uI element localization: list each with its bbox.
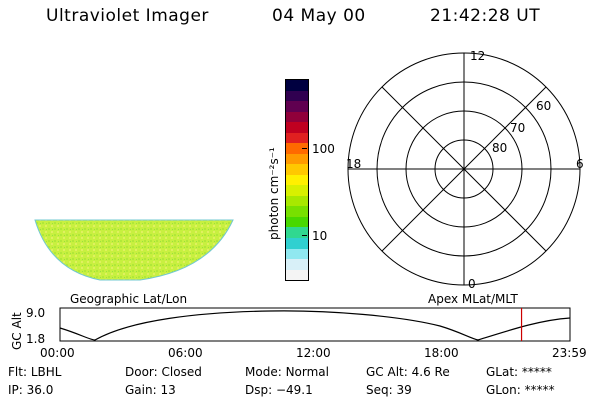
- colorbar-segment: [286, 237, 308, 249]
- time-label: 21:42:28 UT: [430, 6, 541, 26]
- time-tick-1800: 18:00: [424, 346, 459, 360]
- colorbar-segment: [286, 80, 308, 91]
- colorbar-segment: [286, 132, 308, 144]
- status-seq: Seq: 39: [366, 383, 412, 397]
- colorbar-segment: [286, 248, 308, 260]
- altitude-tick-high: 9.0: [26, 306, 45, 320]
- status-gc-alt: GC Alt: 4.6 Re: [366, 365, 450, 379]
- time-tick-1200: 12:00: [296, 346, 331, 360]
- colorbar-tickmark: [302, 235, 307, 236]
- time-tick-0000: 00:00: [40, 346, 75, 360]
- colorbar-segment: [286, 259, 308, 270]
- status-flt: Flt: LBHL: [8, 365, 62, 379]
- colorbar-segment: [286, 143, 308, 154]
- mlt-label-12: 12: [470, 49, 485, 63]
- mlt-label-18: 18: [346, 157, 361, 171]
- colorbar-tickmark: [302, 148, 307, 149]
- altitude-tick-low: 1.8: [26, 332, 45, 346]
- colorbar-segment: [286, 206, 308, 217]
- lat-label-80: 80: [492, 141, 507, 155]
- colorbar-segment: [286, 174, 308, 186]
- altitude-curve: [59, 310, 571, 341]
- colorbar-unit-label-wrap: photon cm⁻²s⁻¹: [267, 147, 281, 240]
- colorbar-segment: [286, 195, 308, 207]
- status-dsp: Dsp: −49.1: [245, 383, 313, 397]
- geographic-image: [34, 219, 234, 281]
- status-door: Door: Closed: [125, 365, 202, 379]
- earth-disk: [34, 219, 234, 281]
- date-label: 04 May 00: [272, 6, 366, 26]
- status-ip: IP: 36.0: [8, 383, 54, 397]
- colorbar-tick-10: 10: [312, 229, 328, 243]
- mlt-label-0: 0: [468, 277, 476, 291]
- colorbar-segment: [286, 101, 308, 112]
- colorbar-tick-100: 100: [312, 142, 335, 156]
- colorbar-segment: [286, 111, 308, 123]
- lat-label-70: 70: [510, 121, 525, 135]
- status-mode: Mode: Normal: [245, 365, 329, 379]
- lat-label-60: 60: [536, 99, 551, 113]
- instrument-title: Ultraviolet Imager: [46, 6, 209, 26]
- altitude-y-label: GC Alt: [10, 312, 24, 350]
- colorbar-unit-label: photon cm⁻²s⁻¹: [267, 147, 281, 240]
- colorbar-segment: [286, 227, 308, 238]
- time-tick-2359: 23:59: [552, 346, 587, 360]
- colorbar-segment: [286, 153, 308, 165]
- polar-label: Apex MLat/MLT: [428, 292, 518, 306]
- colorbar-segment: [286, 216, 308, 228]
- colorbar: [285, 79, 309, 281]
- colorbar-segment: [286, 269, 308, 281]
- status-glon: GLon: *****: [486, 383, 555, 397]
- time-tick-0600: 06:00: [168, 346, 203, 360]
- colorbar-segment: [286, 122, 308, 133]
- geographic-label: Geographic Lat/Lon: [70, 292, 188, 306]
- altitude-plot: GC Alt 9.0 1.8: [10, 306, 571, 350]
- altitude-frame: [59, 307, 571, 342]
- colorbar-segment: [286, 164, 308, 175]
- polar-plot: 12 18 6 0 60 70 80: [346, 49, 584, 291]
- colorbar-segment: [286, 90, 308, 102]
- status-gain: Gain: 13: [125, 383, 176, 397]
- mlt-label-6: 6: [576, 157, 584, 171]
- status-glat: GLat: *****: [486, 365, 552, 379]
- colorbar-segment: [286, 185, 308, 196]
- polar-diagonal: [381, 86, 547, 252]
